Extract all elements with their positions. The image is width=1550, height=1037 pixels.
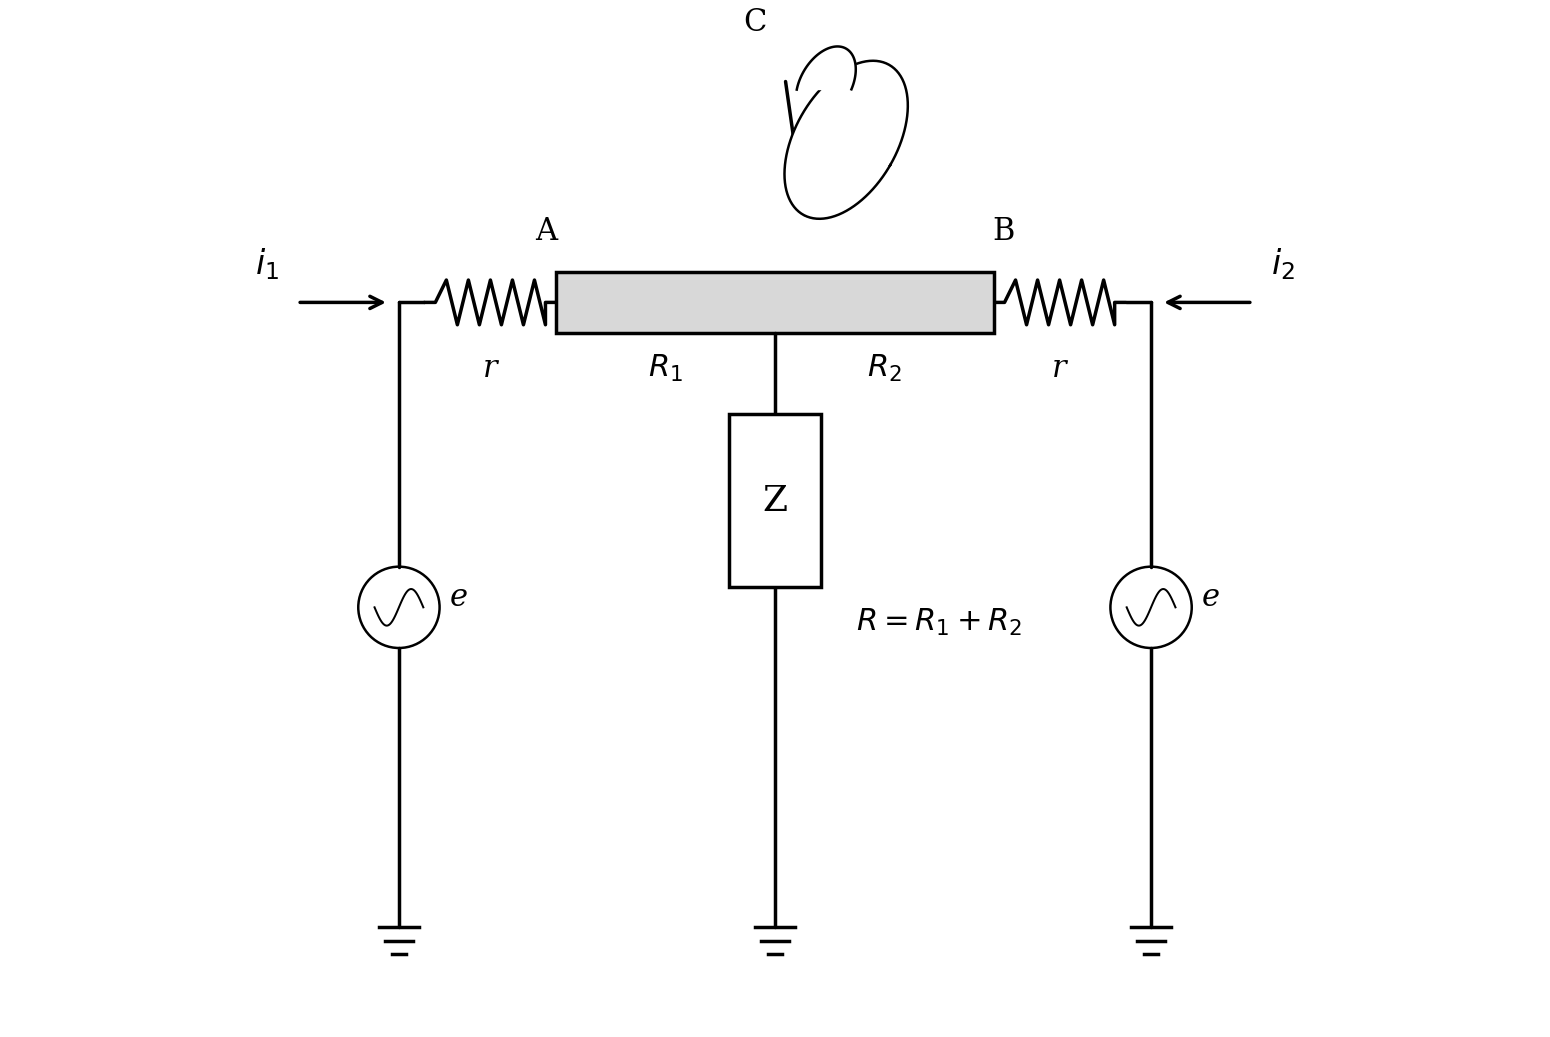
Text: r: r [484,354,498,385]
Text: $R=R_1+R_2$: $R=R_1+R_2$ [856,607,1023,638]
Text: $R_1$: $R_1$ [648,354,684,385]
Polygon shape [797,47,856,89]
Text: C: C [742,7,766,38]
Text: e: e [1201,582,1220,613]
Text: A: A [535,216,558,247]
Text: $i_2$: $i_2$ [1271,247,1296,282]
Bar [728,414,822,587]
Text: $R_2$: $R_2$ [866,354,902,385]
Bar [556,272,994,333]
Text: Z: Z [763,483,787,517]
Text: B: B [992,216,1015,247]
Polygon shape [784,61,908,219]
Text: $i_1$: $i_1$ [254,247,279,282]
Text: e: e [449,582,468,613]
Text: r: r [1052,354,1066,385]
